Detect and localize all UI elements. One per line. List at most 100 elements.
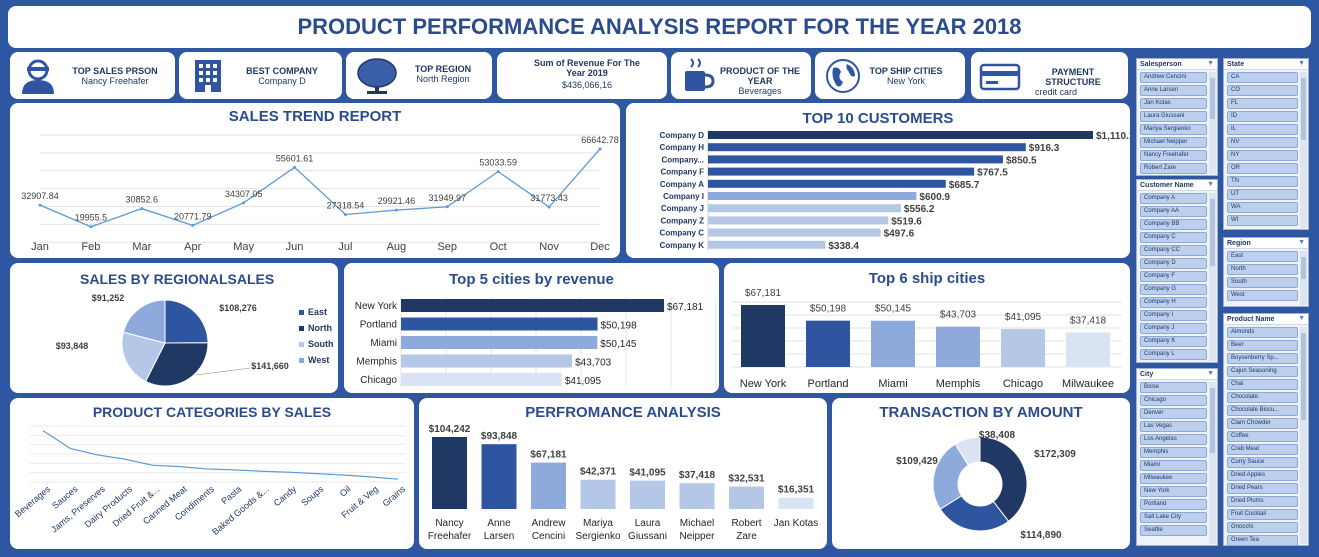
slicer-item[interactable]: Curry Sauce [1227, 457, 1298, 468]
slicer-scrollbar[interactable] [1300, 327, 1307, 544]
slicer-item[interactable]: Chai [1227, 379, 1298, 390]
data-label: $114,890 [1020, 530, 1062, 541]
chart-title: SALES TREND REPORT [228, 108, 402, 125]
slicer-item[interactable]: South [1227, 277, 1298, 288]
data-label: $93,848 [56, 341, 89, 351]
slicer-item[interactable]: FL [1227, 98, 1298, 109]
region-slicer[interactable]: Region ▼ East North South West [1223, 237, 1309, 307]
slicer-item[interactable]: Robert Zare [1140, 163, 1207, 174]
slicer-item[interactable]: Company C [1140, 232, 1207, 243]
slicer-item[interactable]: Laura Giussani [1140, 111, 1207, 122]
slicer-item[interactable]: Company AA [1140, 206, 1207, 217]
slicer-item[interactable]: Company L [1140, 349, 1207, 360]
slicer-item[interactable]: Company G [1140, 284, 1207, 295]
slicer-item[interactable]: Portland [1140, 499, 1207, 510]
slicer-item[interactable]: Company F [1140, 271, 1207, 282]
slicer-item[interactable]: Michael Neipper [1140, 137, 1207, 148]
slicer-item[interactable]: WI [1227, 215, 1298, 226]
slicer-item[interactable]: Cajun Seasoning [1227, 366, 1298, 377]
slicer-item[interactable]: CA [1227, 72, 1298, 83]
category-label: Company... [661, 155, 704, 164]
slicer-item[interactable]: IL [1227, 124, 1298, 135]
slicer-item[interactable]: NY [1227, 150, 1298, 161]
slicer-item[interactable]: CO [1227, 85, 1298, 96]
slicer-item[interactable]: North [1227, 264, 1298, 275]
clear-filter-icon[interactable]: ▼ [1298, 239, 1305, 246]
slicer-scrollbar[interactable] [1209, 193, 1216, 361]
clear-filter-icon[interactable]: ▼ [1298, 60, 1305, 67]
slicer-scrollbar[interactable] [1209, 72, 1216, 174]
slicer-item[interactable]: WA [1227, 202, 1298, 213]
slicer-item[interactable]: ID [1227, 111, 1298, 122]
category-label: Company A [660, 180, 704, 189]
categories-panel: PRODUCT CATEGORIES BY SALES Beverages Sau… [10, 398, 414, 549]
city-slicer[interactable]: City ▼ Boise Chicago Denver Las Vegas Los Ange… [1136, 368, 1218, 546]
slicer-item[interactable]: Green Tea [1227, 535, 1298, 546]
slicer-item[interactable]: Andrew Cencini [1140, 72, 1207, 83]
slicer-item[interactable]: Fruit Cocktail [1227, 509, 1298, 520]
slicer-item[interactable]: Chocolate [1227, 392, 1298, 403]
donut-slice [954, 436, 981, 466]
data-label: $67,181 [530, 450, 567, 461]
clear-filter-icon[interactable]: ▼ [1207, 370, 1214, 377]
slicer-item[interactable]: Dried Pears [1227, 483, 1298, 494]
state-slicer[interactable]: State ▼ CA CO FL ID IL NV NY OR TN UT WA WI [1223, 58, 1309, 230]
slicer-scrollbar[interactable] [1300, 72, 1307, 228]
slicer-item[interactable]: Company K [1140, 336, 1207, 347]
data-label: 27318.54 [327, 200, 365, 210]
slicer-item[interactable]: Company D [1140, 258, 1207, 269]
slicer-item[interactable]: Company CC [1140, 245, 1207, 256]
slicer-item[interactable]: Almonds [1227, 327, 1298, 338]
slicer-item[interactable]: Company H [1140, 297, 1207, 308]
slicer-item[interactable]: Anne Larsen [1140, 85, 1207, 96]
slicer-item[interactable]: Beer [1227, 340, 1298, 351]
salesperson-slicer[interactable]: Salesperson ▼ Andrew Cencini Anne Larsen Jan… [1136, 58, 1218, 176]
product-slicer[interactable]: Product Name ▼ Almonds Beer Boysenberry Sp..… [1223, 313, 1309, 546]
slicer-item[interactable]: Jan Kotas [1140, 98, 1207, 109]
slicer-item[interactable]: Gnocchi [1227, 522, 1298, 533]
slicer-item[interactable]: West [1227, 290, 1298, 301]
slicer-item[interactable]: Crab Meat [1227, 444, 1298, 455]
tick-label: Apr [184, 241, 201, 253]
slicer-item[interactable]: Coffee [1227, 431, 1298, 442]
slicer-item[interactable]: Seattle [1140, 525, 1207, 536]
slicer-item[interactable]: Dried Plums [1227, 496, 1298, 507]
slicer-item[interactable]: Boise [1140, 382, 1207, 393]
slicer-item[interactable]: Denver [1140, 408, 1207, 419]
slicer-item[interactable]: Company J [1140, 323, 1207, 334]
slicer-item[interactable]: Chocolate Biscu... [1227, 405, 1298, 416]
slicer-item[interactable]: Company BB [1140, 219, 1207, 230]
slicer-item[interactable]: Clam Chowder [1227, 418, 1298, 429]
slicer-item[interactable]: UT [1227, 189, 1298, 200]
clear-filter-icon[interactable]: ▼ [1298, 315, 1305, 322]
slicer-item[interactable]: Salt Lake City [1140, 512, 1207, 523]
donut-slice [979, 436, 1028, 523]
trend-point [293, 165, 297, 169]
slicer-item[interactable]: Mariya Sergienko [1140, 124, 1207, 135]
slicer-header: City ▼ [1137, 369, 1217, 380]
slicer-item[interactable]: East [1227, 251, 1298, 262]
slicer-item[interactable]: Chicago [1140, 395, 1207, 406]
slicer-item[interactable]: Memphis [1140, 447, 1207, 458]
slicer-item[interactable]: Nancy Freehafer [1140, 150, 1207, 161]
clear-filter-icon[interactable]: ▼ [1207, 60, 1214, 67]
slicer-item[interactable]: Boysenberry Sp... [1227, 353, 1298, 364]
category-label: Milwaukee [1062, 378, 1114, 390]
slicer-item[interactable]: Miami [1140, 460, 1207, 471]
clear-filter-icon[interactable]: ▼ [1207, 181, 1214, 188]
bar [708, 216, 889, 225]
slicer-scrollbar[interactable] [1209, 382, 1216, 544]
slicer-item[interactable]: Company A [1140, 193, 1207, 204]
slicer-item[interactable]: New York [1140, 486, 1207, 497]
slicer-scrollbar[interactable] [1300, 251, 1307, 305]
slicer-item[interactable]: Dried Apples [1227, 470, 1298, 481]
slicer-item[interactable]: Company I [1140, 310, 1207, 321]
slicer-item[interactable]: Milwaukee [1140, 473, 1207, 484]
slicer-item[interactable]: Las Vegas [1140, 421, 1207, 432]
slicer-item[interactable]: OR [1227, 163, 1298, 174]
slicer-item[interactable]: TN [1227, 176, 1298, 187]
slicer-item[interactable]: Los Angelas [1140, 434, 1207, 445]
slicer-item[interactable]: NV [1227, 137, 1298, 148]
customer-slicer[interactable]: Customer Name ▼ Company A Company AA Company… [1136, 179, 1218, 363]
trend-point [394, 208, 398, 212]
